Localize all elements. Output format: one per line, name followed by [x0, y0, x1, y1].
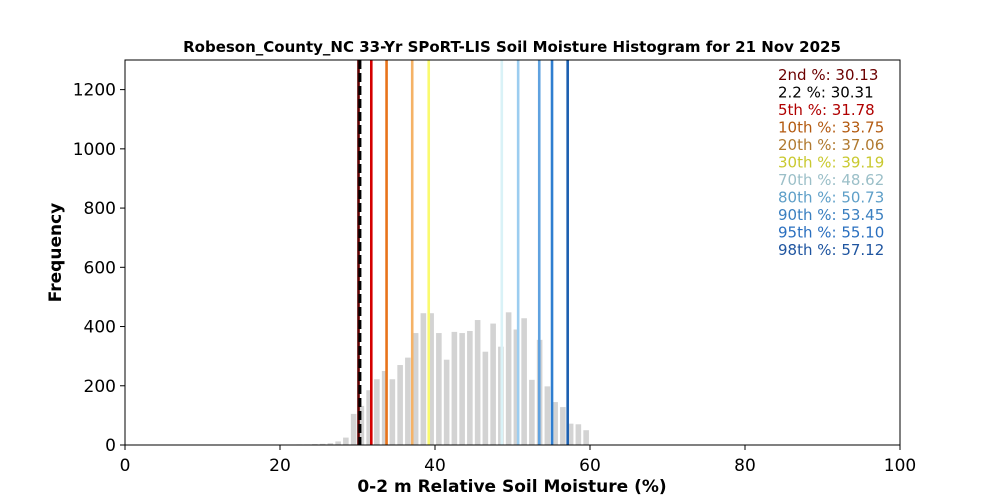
histogram-bar	[366, 390, 372, 445]
y-tick-label: 1200	[73, 81, 116, 101]
histogram-bar	[490, 323, 496, 445]
y-axis-label: Frequency	[46, 203, 66, 303]
histogram-bar	[389, 379, 396, 445]
chart-title: Robeson_County_NC 33-Yr SPoRT-LIS Soil M…	[183, 38, 841, 56]
x-tick-label: 80	[734, 456, 756, 476]
bars-layer	[281, 312, 589, 446]
histogram-bar	[552, 402, 558, 445]
histogram-bar	[482, 351, 489, 445]
histogram-bar	[350, 413, 357, 445]
percentile-annotation: 5th %: 31.78	[778, 101, 875, 119]
histogram-bar	[335, 441, 341, 445]
percentile-annotation: 2.2 %: 30.31	[778, 84, 874, 102]
histogram-bar	[583, 430, 589, 445]
histogram-bar	[575, 424, 582, 445]
histogram-bar	[513, 329, 520, 445]
y-tick-label: 200	[84, 377, 116, 397]
histogram-bar	[397, 365, 403, 445]
histogram-bar	[412, 333, 419, 445]
percentile-annotation: 80th %: 50.73	[778, 189, 884, 207]
histogram-bar	[505, 312, 512, 445]
percentile-annotation: 90th %: 53.45	[778, 206, 884, 224]
percentile-annotation: 70th %: 48.62	[778, 171, 884, 189]
histogram-bar	[451, 331, 458, 445]
histogram-bar	[420, 313, 427, 445]
x-axis-label: 0-2 m Relative Soil Moisture (%)	[357, 477, 666, 497]
percentile-lines-layer	[357, 60, 569, 445]
histogram-bar	[343, 437, 349, 445]
histogram-bar	[428, 313, 434, 445]
histogram-bar	[544, 386, 551, 445]
histogram-bar	[405, 357, 411, 445]
histogram-bar	[436, 333, 442, 445]
histogram-bar	[474, 320, 481, 445]
x-tick-label: 20	[269, 456, 291, 476]
histogram-bar	[381, 370, 388, 445]
percentile-annotation: 20th %: 37.06	[778, 136, 884, 154]
histogram-bar	[567, 423, 574, 445]
histogram-bar	[319, 443, 326, 445]
y-tick-label: 400	[84, 318, 116, 338]
histogram-bar	[459, 333, 465, 445]
y-tick-label: 600	[84, 258, 116, 278]
histogram-bar	[443, 359, 450, 445]
y-tick-label: 1000	[73, 140, 116, 160]
y-tick-label: 0	[105, 436, 116, 456]
histogram-bar	[467, 330, 473, 445]
x-tick-label: 60	[579, 456, 601, 476]
x-tick-label: 0	[120, 456, 131, 476]
x-tick-label: 40	[424, 456, 446, 476]
percentile-annotation: 95th %: 55.10	[778, 224, 884, 242]
histogram-bar	[560, 407, 566, 445]
histogram-bar	[529, 379, 535, 445]
plot-frame	[124, 59, 901, 446]
percentile-annotation: 10th %: 33.75	[778, 119, 884, 137]
percentile-annotation: 2nd %: 30.13	[778, 66, 878, 84]
percentile-annotation: 30th %: 39.19	[778, 154, 884, 172]
percentile-annotation: 98th %: 57.12	[778, 241, 884, 259]
histogram-bar	[327, 443, 334, 445]
x-tick-label: 100	[884, 456, 916, 476]
y-tick-label: 800	[84, 199, 116, 219]
histogram-bar	[521, 318, 527, 445]
histogram-bar	[374, 379, 380, 445]
